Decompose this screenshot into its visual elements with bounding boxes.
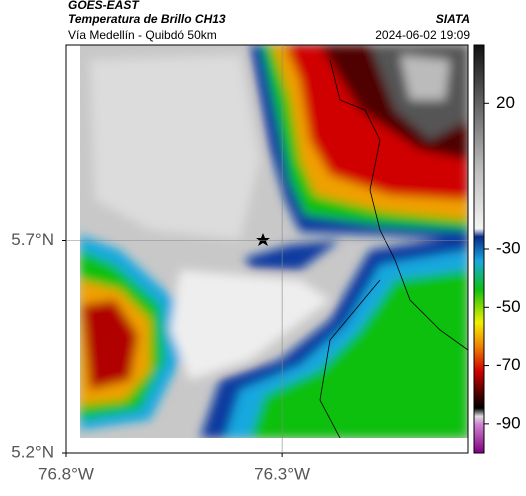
y-tick-label: 5.2°N (11, 442, 54, 461)
agency: SIATA (436, 12, 470, 26)
x-tick-label: 76.8°W (38, 464, 94, 483)
source: GOES-EAST (68, 0, 140, 12)
x-tick-label: 76.3°W (254, 464, 310, 483)
map-frame (65, 44, 469, 454)
route: Vía Medellín - Quibdó 50km (68, 28, 217, 42)
colorbar-tick-label: -30 (496, 238, 521, 257)
datetime: 2024-06-02 19:09 (375, 28, 470, 42)
colorbar-tick-label: 20 (496, 93, 515, 112)
colorbar (473, 44, 485, 454)
colorbar-tick-label: -90 (496, 413, 521, 432)
y-tick-label: 5.7°N (11, 230, 54, 249)
product: Temperatura de Brillo CH13 (68, 12, 226, 26)
location-marker (256, 233, 270, 246)
colorbar-tick-label: -50 (496, 297, 521, 316)
colorbar-tick-label: -70 (496, 355, 521, 374)
imagery (80, 45, 468, 438)
